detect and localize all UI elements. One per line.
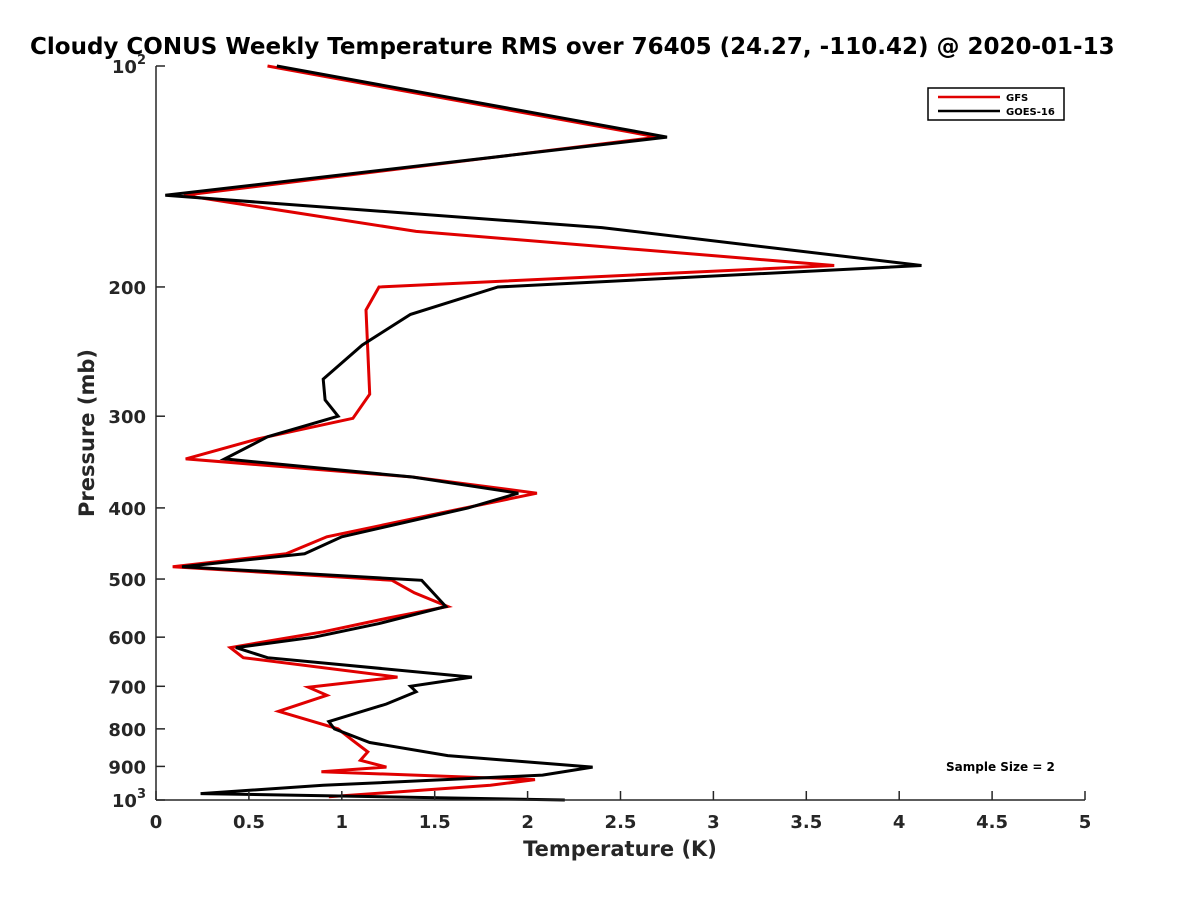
legend-label-goes16: GOES-16 — [1006, 107, 1055, 118]
sample-size-annotation: Sample Size = 2 — [946, 760, 1055, 774]
x-tick-label: 3.5 — [790, 812, 822, 833]
x-axis-ticks: 0 0.5 1 1.5 2 2.5 3 3.5 4 4.5 5 — [150, 791, 1092, 833]
plot-frame — [156, 66, 1085, 800]
x-tick-label: 1.5 — [419, 812, 451, 833]
x-tick-label: 3 — [707, 812, 720, 833]
x-axis-label: Temperature (K) — [523, 837, 717, 861]
legend-box — [927, 87, 1065, 121]
x-tick-label: 4.5 — [976, 812, 1008, 833]
legend-label-gfs: GFS — [1006, 93, 1028, 104]
y-tick-label: 400 — [108, 499, 146, 520]
y-tick-label: 300 — [108, 407, 146, 428]
series-line-goes16 — [165, 64, 922, 802]
x-tick-label: 0.5 — [233, 812, 265, 833]
series-layer — [165, 64, 922, 802]
y-tick-label: 200 — [108, 278, 146, 299]
x-tick-label: 0 — [150, 812, 163, 833]
x-tick-label: 2 — [521, 812, 534, 833]
y-tick-label: 800 — [108, 720, 146, 741]
x-tick-label: 4 — [893, 812, 906, 833]
series-line-gfs — [172, 64, 835, 799]
y-tick-label: 102 — [112, 53, 146, 78]
y-tick-label: 103 — [112, 787, 146, 812]
chart-title: Cloudy CONUS Weekly Temperature RMS over… — [30, 34, 1115, 60]
y-tick-label: 900 — [108, 757, 146, 778]
y-tick-label: 600 — [108, 628, 146, 649]
y-tick-label: 500 — [108, 570, 146, 591]
y-axis-label: Pressure (mb) — [75, 349, 99, 517]
x-tick-label: 1 — [336, 812, 349, 833]
x-tick-label: 5 — [1079, 812, 1092, 833]
y-tick-label: 700 — [108, 677, 146, 698]
x-tick-label: 2.5 — [605, 812, 637, 833]
legend: GFS GOES-16 — [927, 87, 1065, 121]
y-axis-ticks: 102 200 300 400 500 600 700 800 900 103 — [108, 53, 165, 812]
